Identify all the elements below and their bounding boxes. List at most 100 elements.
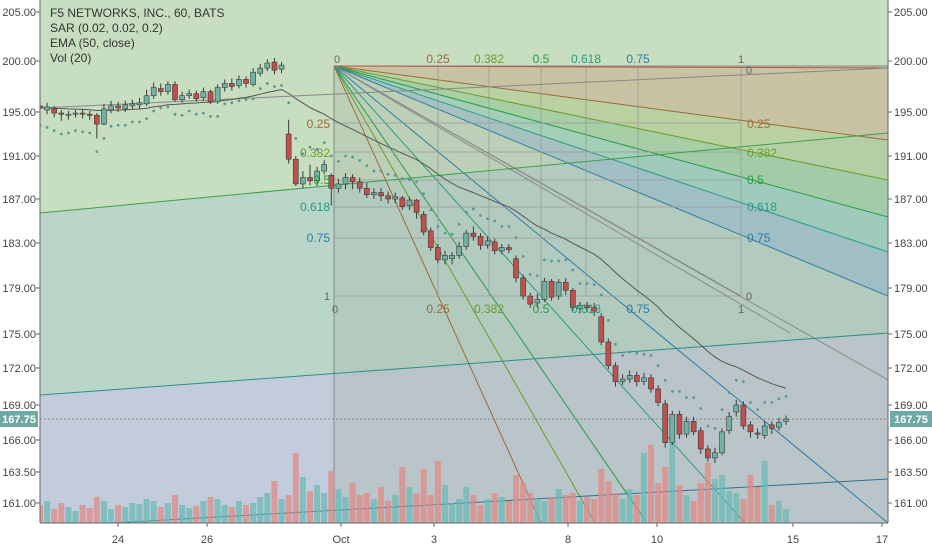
candle-body: [257, 67, 264, 74]
candle-body: [392, 196, 399, 200]
volume-bar: [640, 453, 647, 523]
volume-bar: [541, 501, 548, 523]
fib-label-top: 0.382: [474, 52, 504, 66]
y-tick-label-left: 166.00: [2, 435, 36, 447]
sar-dot: [471, 207, 475, 211]
candle-body: [570, 289, 576, 308]
volume-bar: [150, 501, 157, 523]
last-price-badge-right: [890, 411, 932, 427]
sar-dot: [720, 408, 724, 412]
volume-bar: [598, 469, 605, 523]
volume-bar: [527, 493, 534, 523]
candle-body: [399, 197, 406, 208]
candle-body: [513, 258, 519, 279]
sar-dot: [493, 219, 497, 223]
fib-label-bottom: 0.618: [571, 302, 601, 316]
sar-dot: [379, 169, 383, 173]
candle-body: [264, 62, 271, 69]
y-tick-label-left: 191.00: [2, 151, 36, 163]
volume-bar: [676, 485, 683, 523]
candle-body: [754, 432, 761, 435]
volume-bar: [179, 505, 186, 523]
candle-body: [321, 164, 327, 172]
candle-body: [122, 104, 129, 110]
last-price-badge-left: [0, 411, 38, 427]
volume-bar: [164, 503, 171, 523]
last-price-label-right: 167.75: [894, 414, 928, 426]
volume-bar: [740, 499, 747, 523]
volume-bar: [513, 475, 520, 523]
candle-body: [307, 177, 313, 182]
fib-label-bottom: 0.382: [474, 302, 504, 316]
y-tick-label-left: 169.00: [2, 400, 36, 412]
trend-line: [40, 332, 888, 396]
sar-dot: [749, 401, 752, 404]
sar-dot: [351, 155, 355, 159]
volume-bar: [484, 499, 491, 523]
volume-bar: [143, 499, 150, 523]
candle-body: [577, 304, 583, 310]
fan-ray-vertical: [333, 65, 542, 523]
volume-bar: [576, 501, 583, 523]
candle-body: [520, 277, 526, 297]
sar-dot: [223, 102, 227, 106]
volume-bar: [235, 501, 242, 523]
candle-body: [129, 103, 136, 107]
candle-body: [655, 388, 661, 403]
fan-ray-vertical: [333, 65, 888, 523]
volume-bar: [413, 493, 420, 523]
sar-dot: [301, 152, 305, 156]
y-tick-label-left: 187.00: [2, 194, 36, 206]
candle-body: [94, 115, 100, 125]
fib-label-left: 0.25: [307, 117, 331, 131]
sar-dot: [457, 222, 461, 226]
volume-bar: [86, 508, 93, 523]
sar-dot: [74, 129, 77, 133]
volume-bar: [711, 479, 718, 523]
candle-body: [292, 158, 299, 185]
volume-bar: [370, 499, 377, 523]
volume-bar: [548, 497, 555, 523]
volume-bar: [321, 493, 328, 523]
sar-dot: [429, 208, 433, 212]
volume-bar: [378, 487, 385, 523]
fib-label-top: 0.75: [626, 52, 650, 66]
y-tick-label-right: 205.00: [894, 7, 928, 19]
candle-body: [214, 87, 221, 103]
volume-bar: [505, 501, 512, 523]
sar-dot: [202, 111, 205, 115]
sar-dot: [550, 259, 553, 263]
fan-ray-vertical: [333, 65, 746, 523]
volume-bar: [250, 503, 257, 523]
volume-bar: [328, 471, 335, 523]
candle-body: [186, 93, 192, 96]
volume-bar: [619, 499, 626, 523]
candle-body: [72, 112, 79, 115]
candle-body: [612, 365, 619, 382]
candle-body: [86, 113, 93, 116]
y-tick-label-left: 163.50: [2, 467, 36, 479]
fib-one-label: 1: [324, 291, 330, 303]
sar-dot: [770, 401, 774, 404]
sar-dot: [408, 178, 411, 182]
chart-legend: F5 NETWORKS, INC., 60, BATS SAR (0.02, 0…: [50, 6, 224, 66]
sar-dot: [450, 232, 454, 236]
sar-dot: [52, 129, 56, 133]
x-tick-label: 17: [876, 534, 888, 546]
volume-bar: [385, 501, 392, 523]
sar-dot: [237, 99, 241, 103]
candle-body: [157, 88, 164, 92]
candle-body: [648, 377, 654, 390]
sar-dot: [713, 426, 717, 430]
sar-dot: [727, 391, 731, 395]
volume-bar: [285, 495, 292, 523]
sar-dot: [315, 148, 319, 151]
fib-label-left: 0.382: [300, 146, 330, 160]
sar-dot: [116, 123, 120, 127]
volume-bar: [633, 495, 640, 523]
candle-body: [207, 91, 214, 103]
sar-dot: [599, 293, 603, 297]
volume-bar: [669, 443, 676, 523]
sar-dot: [45, 126, 49, 129]
